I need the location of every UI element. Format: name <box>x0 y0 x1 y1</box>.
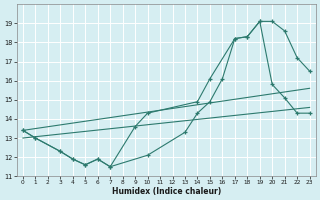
X-axis label: Humidex (Indice chaleur): Humidex (Indice chaleur) <box>112 187 221 196</box>
